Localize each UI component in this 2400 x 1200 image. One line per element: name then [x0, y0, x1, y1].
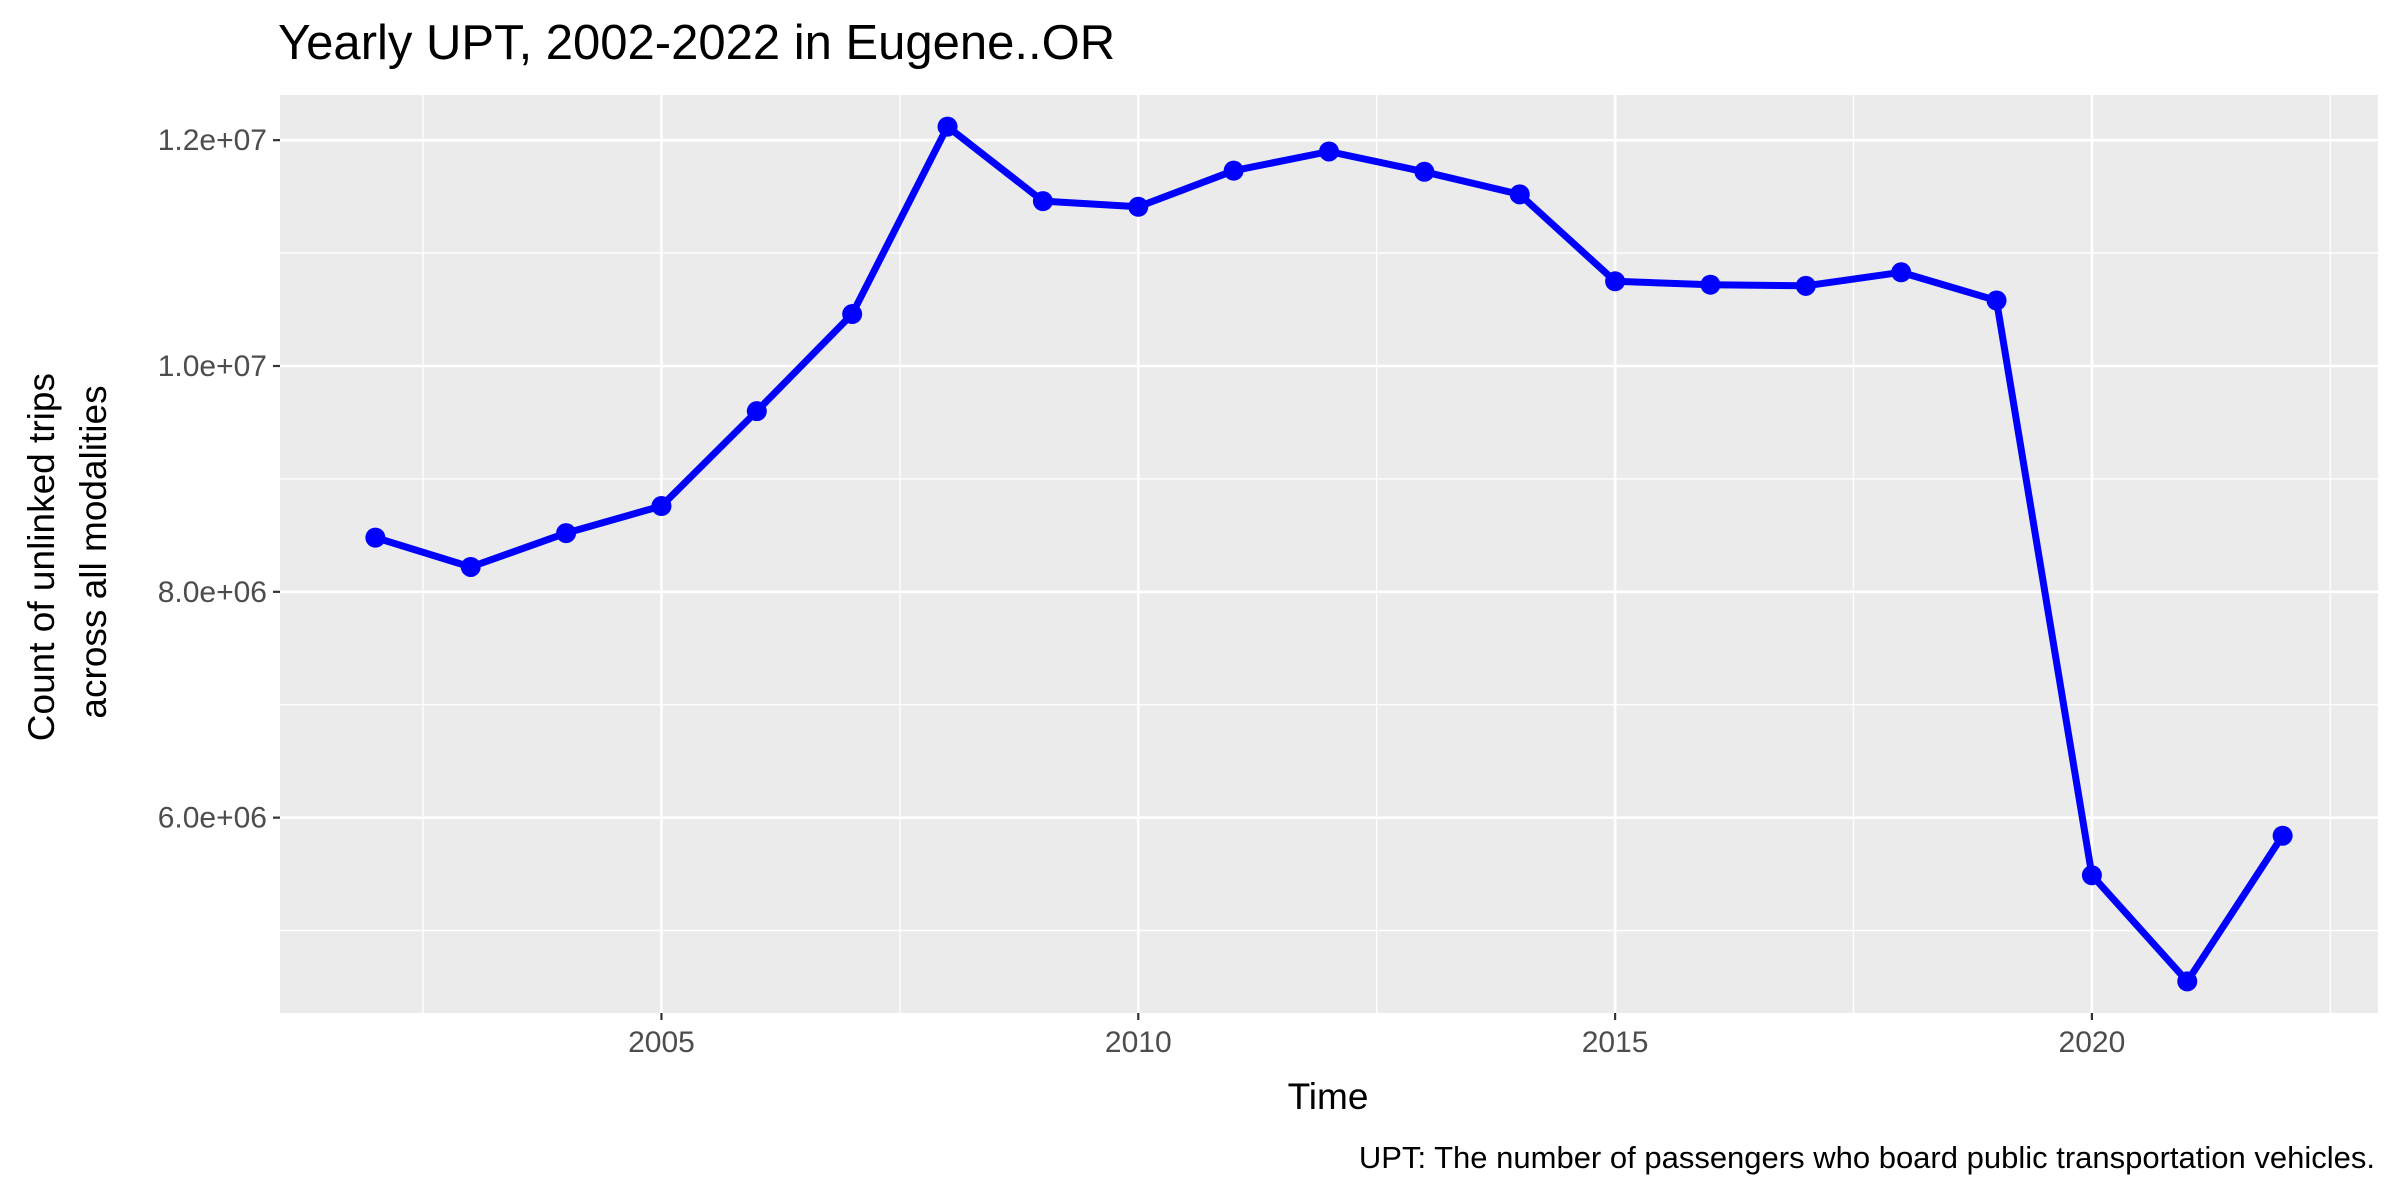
- data-point: [2177, 971, 2198, 992]
- x-axis-title: Time: [1288, 1076, 1369, 1117]
- data-point: [365, 527, 386, 548]
- plot-panel: [280, 95, 2378, 1013]
- data-point: [1891, 262, 1912, 283]
- data-point: [937, 116, 958, 137]
- data-point: [1128, 196, 1149, 217]
- y-tick-label: 6.0e+06: [158, 802, 267, 835]
- data-point: [2272, 825, 2293, 846]
- data-point: [2081, 865, 2102, 886]
- y-axis-title-line-1: Count of unlinked trips: [21, 373, 62, 741]
- data-point: [1700, 274, 1721, 295]
- data-point: [1509, 184, 1530, 205]
- data-point: [746, 401, 767, 422]
- major-gridlines: [280, 95, 2378, 1013]
- y-tick-label: 1.2e+07: [158, 124, 267, 157]
- data-point: [1319, 141, 1339, 162]
- data-point: [1414, 161, 1435, 182]
- x-axis: 2005 2010 2015 2020: [628, 1013, 2125, 1059]
- y-tick-label: 1.0e+07: [158, 350, 267, 383]
- data-point: [460, 556, 481, 577]
- y-axis: 6.0e+06 8.0e+06 1.0e+07 1.2e+07: [158, 124, 280, 835]
- data-point: [1223, 160, 1244, 181]
- data-point: [1605, 271, 1626, 292]
- x-tick-label: 2015: [1582, 1026, 1649, 1059]
- x-tick-label: 2020: [2059, 1026, 2126, 1059]
- x-tick-label: 2010: [1105, 1026, 1172, 1059]
- x-tick-label: 2005: [628, 1026, 695, 1059]
- data-point: [1986, 290, 2007, 311]
- data-point: [556, 523, 577, 544]
- data-point: [1795, 275, 1816, 296]
- y-tick-label: 8.0e+06: [158, 576, 267, 609]
- y-axis-title: Count of unlinked trips across all modal…: [21, 363, 114, 741]
- chart-caption: UPT: The number of passengers who board …: [1359, 1140, 2375, 1175]
- y-axis-title-line-2: across all modalities: [73, 385, 114, 718]
- data-point: [651, 496, 672, 517]
- data-point: [842, 304, 863, 325]
- chart-title: Yearly UPT, 2002-2022 in Eugene..OR: [278, 16, 1115, 70]
- data-point: [1032, 191, 1053, 212]
- series-layer: [365, 116, 2293, 992]
- minor-gridlines: [280, 95, 2378, 1013]
